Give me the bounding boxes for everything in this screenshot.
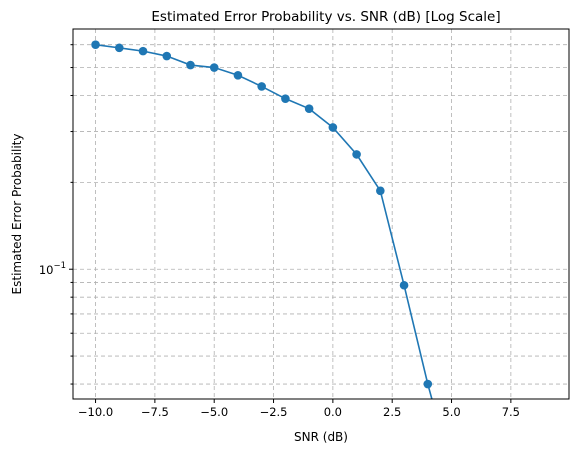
y-tick-label: 10−1	[39, 261, 66, 277]
data-point	[162, 51, 172, 61]
x-tick-label: −5.0	[200, 405, 228, 419]
data-point	[352, 150, 361, 159]
x-tick-label: −10.0	[78, 405, 113, 419]
data-point	[328, 123, 338, 132]
y-axis-label: Estimated Error Probability	[10, 134, 24, 295]
data-point	[376, 186, 385, 196]
series-group	[91, 40, 433, 399]
data-point	[186, 60, 195, 70]
x-tick-label: 2.5	[383, 405, 401, 419]
plot-frame	[72, 28, 570, 400]
data-point	[91, 40, 100, 49]
data-point	[209, 63, 219, 72]
chart-title: Estimated Error Probability vs. SNR (dB)…	[151, 9, 500, 25]
x-axis: −10.0 −7.5 −5.0 −2.5 0.0 2.5 5.0 7.5	[78, 399, 520, 419]
x-tick-label: 0.0	[324, 405, 342, 419]
x-tick-label: −2.5	[260, 405, 288, 419]
data-point	[257, 82, 266, 91]
grid	[73, 29, 569, 399]
x-axis-label: SNR (dB)	[294, 430, 348, 444]
x-tick-label: 5.0	[442, 405, 460, 419]
data-point	[138, 46, 148, 56]
x-tick-label: −7.5	[141, 405, 169, 419]
data-point	[281, 94, 290, 103]
data-point	[304, 104, 314, 113]
data-point	[423, 379, 433, 389]
data-point	[233, 70, 243, 80]
y-axis: 10−1	[39, 44, 73, 385]
data-point	[114, 43, 124, 53]
data-point	[399, 280, 409, 290]
series-line	[95, 43, 433, 399]
x-tick-label: 7.5	[502, 405, 520, 419]
